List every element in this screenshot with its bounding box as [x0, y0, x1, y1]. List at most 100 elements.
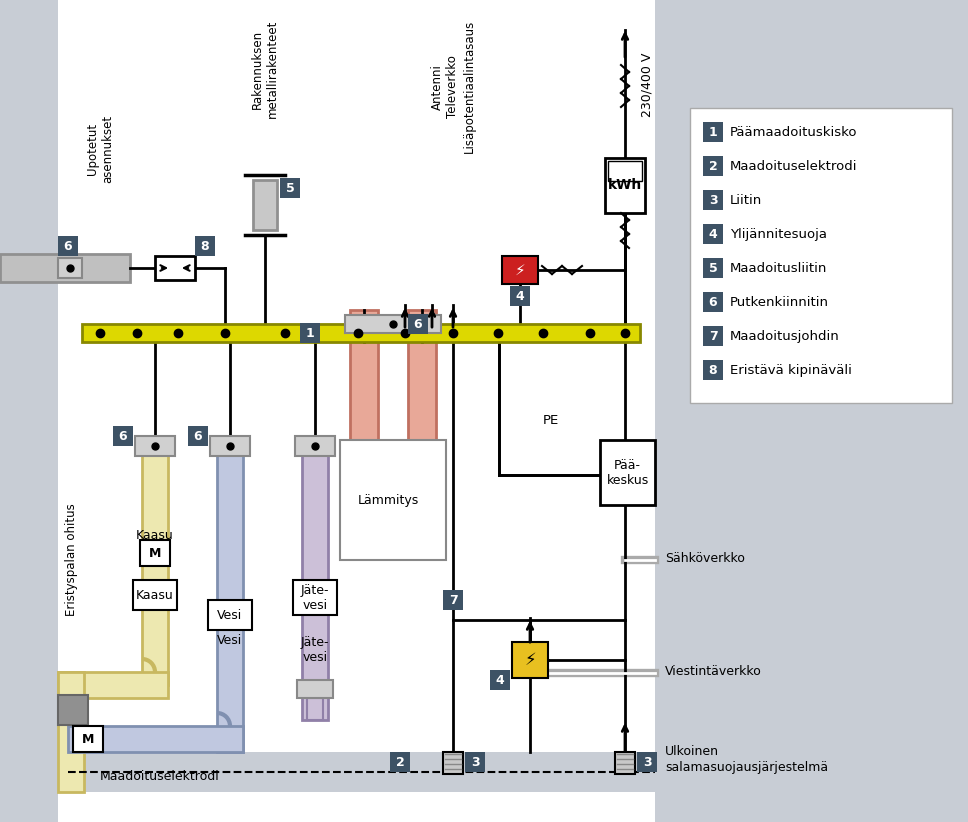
Bar	[512, 642, 548, 678]
Bar	[703, 224, 723, 244]
Bar	[58, 258, 82, 278]
Bar	[502, 256, 538, 284]
Text: 1: 1	[306, 326, 315, 339]
Text: Kaasu: Kaasu	[136, 529, 174, 542]
Bar	[58, 0, 655, 822]
Text: Lämmitys: Lämmitys	[357, 493, 418, 506]
Bar	[210, 436, 250, 456]
Bar	[703, 190, 723, 210]
Bar	[443, 752, 463, 774]
Bar	[58, 672, 84, 792]
Bar	[703, 156, 723, 176]
Text: Vesi: Vesi	[218, 634, 243, 646]
Bar	[253, 180, 277, 230]
Text: Kaasu: Kaasu	[136, 589, 174, 602]
Text: 6: 6	[194, 430, 202, 442]
Bar	[293, 580, 337, 615]
Text: 6: 6	[119, 430, 128, 442]
Bar	[600, 440, 655, 505]
Text: 7: 7	[709, 330, 717, 343]
Bar	[68, 726, 243, 752]
Bar	[690, 108, 952, 403]
Text: Rakennuksen
metallirakenteet: Rakennuksen metallirakenteet	[251, 20, 279, 118]
Bar	[703, 292, 723, 312]
Text: Sähköverkko: Sähköverkko	[665, 552, 744, 565]
Text: 4: 4	[496, 673, 504, 686]
Text: Maadoitusjohdin: Maadoitusjohdin	[730, 330, 840, 343]
Text: 8: 8	[200, 239, 209, 252]
Bar	[208, 600, 252, 630]
Text: 230/400 V: 230/400 V	[640, 53, 653, 118]
Bar	[350, 310, 378, 550]
Bar	[58, 236, 78, 256]
Bar	[140, 540, 170, 566]
Text: Antenni
Televerkko
Lisäpotentiaalintasaus: Antenni Televerkko Lisäpotentiaalintasau…	[431, 20, 475, 153]
Text: Eristyspalan ohitus: Eristyspalan ohitus	[66, 504, 78, 616]
Bar	[133, 580, 177, 610]
Text: Ulkoinen
salamasuojausjärjestelmä: Ulkoinen salamasuojausjärjestelmä	[665, 745, 829, 774]
Text: Putkenkiinnitin: Putkenkiinnitin	[730, 295, 829, 308]
Bar	[490, 670, 510, 690]
Bar	[703, 258, 723, 278]
Text: ⚡: ⚡	[525, 651, 536, 669]
Text: 4: 4	[516, 289, 525, 302]
Bar	[443, 590, 463, 610]
Bar	[135, 436, 175, 456]
Bar	[345, 315, 441, 333]
Text: 3: 3	[709, 193, 717, 206]
Bar	[465, 752, 485, 772]
Text: Ylijännitesuoja: Ylijännitesuoja	[730, 228, 827, 241]
Bar	[608, 161, 642, 181]
Text: PE: PE	[543, 413, 560, 427]
Text: Maadoituselektrodi: Maadoituselektrodi	[100, 770, 220, 783]
Text: 6: 6	[413, 317, 422, 330]
Bar	[408, 314, 428, 334]
Bar	[605, 158, 645, 213]
Text: 8: 8	[709, 363, 717, 376]
Text: 5: 5	[286, 182, 294, 195]
Bar	[188, 426, 208, 446]
Bar	[297, 680, 333, 698]
Text: 2: 2	[709, 159, 717, 173]
Bar	[615, 752, 635, 774]
Text: Liitin: Liitin	[730, 193, 762, 206]
Bar	[155, 256, 195, 280]
Bar	[300, 323, 320, 343]
Bar	[73, 726, 103, 752]
Text: 5: 5	[709, 261, 717, 275]
Text: Maadoituselektrodi: Maadoituselektrodi	[730, 159, 858, 173]
Bar	[217, 446, 243, 752]
Bar	[82, 324, 640, 342]
Bar	[302, 446, 328, 720]
Bar	[510, 286, 530, 306]
Text: ⚡: ⚡	[515, 262, 526, 278]
Text: 2: 2	[396, 755, 405, 769]
Text: 1: 1	[709, 126, 717, 138]
Bar	[195, 236, 215, 256]
Text: Eristävä kipinäväli: Eristävä kipinäväli	[730, 363, 852, 376]
Text: 6: 6	[709, 295, 717, 308]
Text: Maadoitusliitin: Maadoitusliitin	[730, 261, 828, 275]
Bar	[703, 122, 723, 142]
Bar	[655, 0, 968, 822]
Bar	[0, 254, 130, 282]
Text: Jäte-
vesi: Jäte- vesi	[301, 636, 329, 664]
Bar	[340, 440, 446, 560]
Text: 3: 3	[470, 755, 479, 769]
Text: Upotetut
asennukset: Upotetut asennukset	[86, 115, 114, 183]
Bar	[307, 698, 323, 720]
Text: 4: 4	[709, 228, 717, 241]
Text: 6: 6	[64, 239, 73, 252]
Text: Pää-
keskus: Pää- keskus	[606, 459, 649, 487]
Bar	[58, 695, 88, 725]
Text: kWh: kWh	[608, 178, 642, 192]
Text: Päämaadoituskisko: Päämaadoituskisko	[730, 126, 858, 138]
Bar	[408, 310, 436, 550]
Bar	[390, 752, 410, 772]
Bar	[113, 426, 133, 446]
Bar	[58, 752, 658, 792]
Text: 3: 3	[643, 755, 651, 769]
Bar	[0, 0, 58, 822]
Text: M: M	[82, 732, 94, 746]
Text: Vesi: Vesi	[218, 608, 243, 621]
